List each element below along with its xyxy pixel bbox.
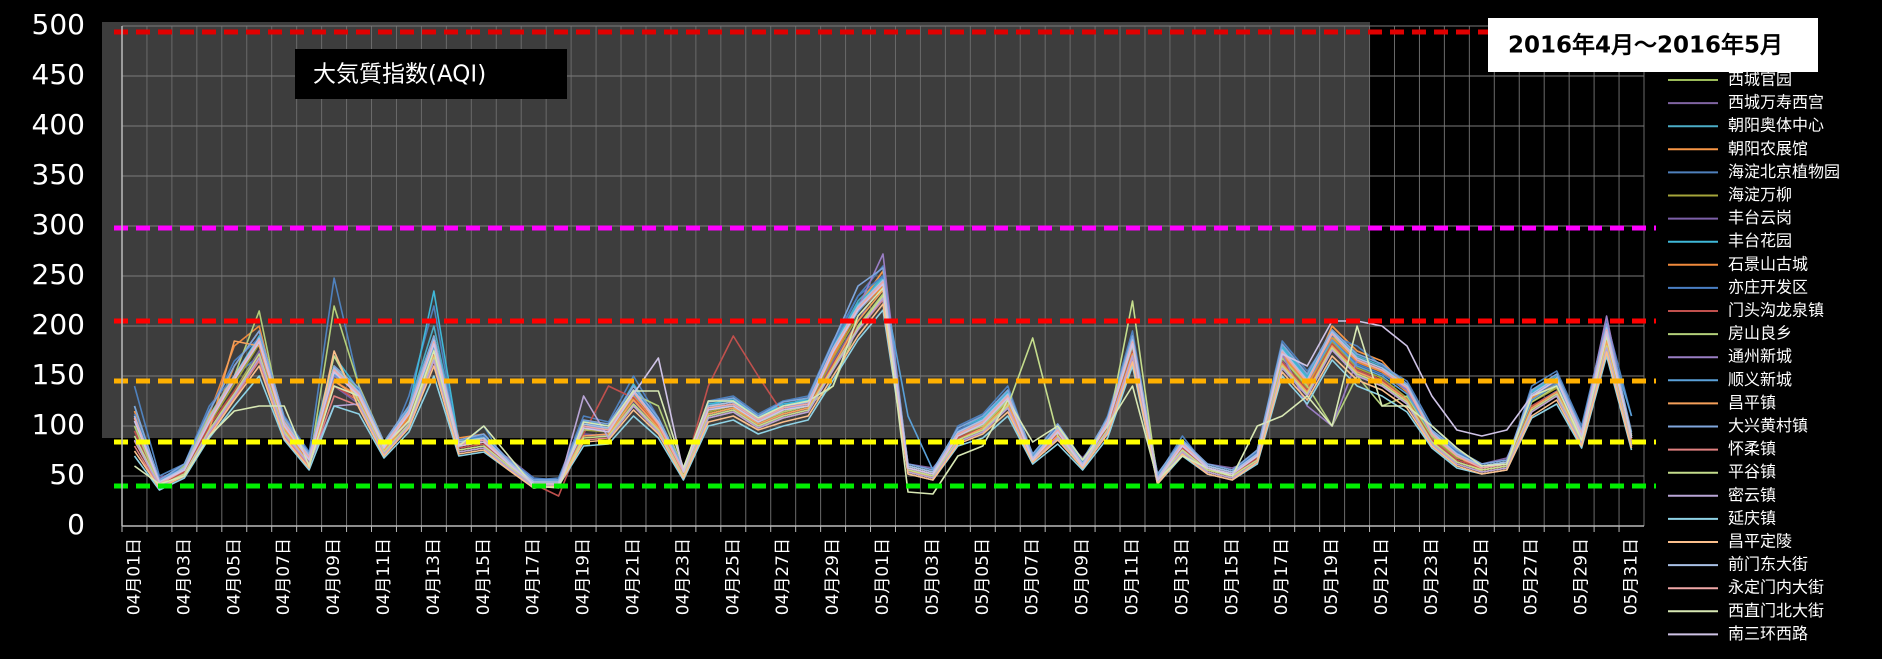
x-tick-label: 05月17日 [1272,538,1292,615]
x-tick-label: 05月31日 [1622,538,1642,615]
y-tick-label: 200 [32,308,85,341]
x-tick-label: 04月11日 [374,538,394,615]
legend-label: 昌平定陵 [1728,532,1792,551]
x-tick-label: 05月03日 [923,538,943,615]
legend-label: 房山良乡 [1728,324,1792,343]
reference-lines [114,29,1656,489]
legend-label: 大兴黄村镇 [1728,416,1808,435]
series-line [133,303,1633,489]
title-box [295,49,567,99]
x-tick-label: 04月09日 [324,538,344,615]
y-tick-label: 150 [32,358,85,391]
chart-title: 大気質指数(AQI) [313,62,486,88]
legend-label: 西城官园 [1728,70,1792,89]
x-tick-label: 05月05日 [973,538,993,615]
y-tick-label: 250 [32,258,85,291]
series-lines [133,253,1633,497]
x-tick-label: 04月29日 [823,538,843,615]
series-line [133,295,1633,487]
legend-label: 密云镇 [1728,485,1776,504]
y-tick-label: 0 [67,508,85,541]
x-tick-label: 04月25日 [723,538,743,615]
y-tick-label: 400 [32,108,85,141]
legend-label: 海淀北京植物园 [1728,162,1840,181]
legend-label: 顺义新城 [1728,370,1792,389]
x-tick-label: 04月01日 [124,538,144,615]
legend-label: 怀柔镇 [1728,439,1776,458]
subtitle-box [1488,18,1818,72]
series-line [133,309,1633,491]
x-tick-label: 05月07日 [1023,538,1043,615]
x-tick-label: 04月17日 [524,538,544,615]
legend: 西城官园西城万寿西宫朝阳奥体中心朝阳农展馆海淀北京植物园海淀万柳丰台云岗丰台花园… [1668,70,1840,643]
series-line [133,283,1633,485]
x-tick-label: 05月21日 [1372,538,1392,615]
x-tick-label: 04月03日 [174,538,194,615]
x-tick-label: 05月27日 [1522,538,1542,615]
legend-label: 平谷镇 [1728,462,1776,481]
legend-label: 海淀万柳 [1728,185,1792,204]
x-tick-label: 04月05日 [224,538,244,615]
y-tick-label: 100 [32,408,85,441]
y-tick-label: 450 [32,58,85,91]
legend-label: 西城万寿西宫 [1728,93,1824,112]
legend-label: 西直门北大街 [1728,601,1824,620]
x-tick-label: 04月13日 [424,538,444,615]
legend-label: 延庆镇 [1728,508,1776,527]
legend-label: 门头沟龙泉镇 [1728,301,1824,320]
legend-label: 通州新城 [1728,347,1792,366]
x-tick-label: 05月15日 [1222,538,1242,615]
legend-label: 朝阳奥体中心 [1728,116,1824,135]
legend-label: 前门东大街 [1728,555,1808,574]
series-line [133,297,1633,487]
y-tick-label: 500 [32,8,85,41]
y-tick-label: 350 [32,158,85,191]
legend-label: 丰台云岗 [1728,208,1792,227]
x-tick-label: 04月23日 [673,538,693,615]
legend-label: 石景山古城 [1728,254,1808,273]
legend-label: 南三环西路 [1728,624,1808,643]
legend-label: 亦庄开发区 [1728,277,1808,296]
chart-subtitle: 2016年4月～2016年5月 [1508,32,1783,59]
legend-label: 昌平镇 [1728,393,1776,412]
x-tick-label: 04月07日 [274,538,294,615]
x-tick-label: 05月13日 [1172,538,1192,615]
x-tick-label: 05月09日 [1073,538,1093,615]
y-tick-label: 300 [32,208,85,241]
legend-label: 永定门内大街 [1728,578,1824,597]
x-tick-label: 04月19日 [574,538,594,615]
x-tick-label: 05月25日 [1472,538,1492,615]
x-tick-label: 05月29日 [1572,538,1592,615]
x-tick-label: 05月01日 [873,538,893,615]
x-tick-label: 04月27日 [773,538,793,615]
x-tick-label: 05月11日 [1123,538,1143,615]
x-tick-label: 05月23日 [1422,538,1442,615]
x-tick-label: 05月19日 [1322,538,1342,615]
y-tick-label: 50 [49,458,85,491]
axes: 0 50 100 150 200 250 300 350 400 450 500 04月01日 04月0… [32,8,1644,615]
x-tick-label: 04月15日 [474,538,494,615]
legend-label: 丰台花园 [1728,231,1792,250]
x-tick-label: 04月21日 [623,538,643,615]
legend-label: 朝阳农展馆 [1728,139,1808,158]
